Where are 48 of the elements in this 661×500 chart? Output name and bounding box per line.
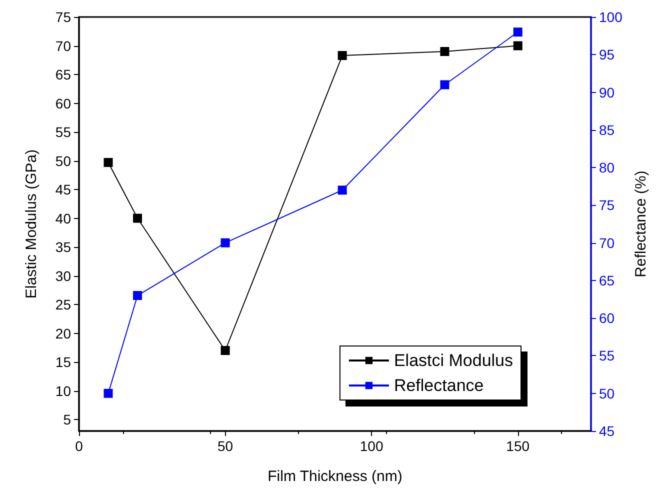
y2-tick-label: 90 [599, 84, 615, 100]
y2-tick-label: 60 [599, 310, 615, 326]
point [338, 186, 347, 195]
y-tick-label: 40 [55, 210, 72, 226]
y-tick-label: 60 [55, 95, 72, 112]
y2-tick-label: 100 [599, 9, 623, 25]
y-tick-label: 45 [55, 182, 72, 198]
point [104, 158, 113, 167]
y-tick-label: 15 [55, 354, 72, 370]
y-tick-label: 25 [55, 296, 72, 312]
y-axis-title: Elastic Modulus (GPa) [23, 149, 40, 299]
point [133, 214, 142, 223]
y2-tick-label: 70 [599, 234, 615, 251]
x-tick-label: 0 [75, 438, 84, 454]
point [513, 28, 522, 37]
point [220, 238, 230, 248]
y-tick-label: 65 [55, 66, 72, 82]
point [133, 291, 142, 300]
y-tick-label: 10 [55, 382, 72, 399]
y2-tick-label: 85 [599, 122, 615, 138]
legend-label: Reflectance [394, 376, 484, 395]
x-tick-label: 100 [360, 438, 384, 454]
y2-tick-label: 80 [599, 160, 615, 176]
y-tick-label: 50 [55, 152, 72, 169]
y-tick-label: 5 [63, 412, 72, 428]
legend-label: Elastci Modulus [394, 351, 514, 370]
point [220, 346, 230, 355]
x-axis-title: Film Thickness (nm) [268, 468, 402, 485]
y2-tick-label: 95 [599, 46, 615, 63]
y2-tick-label: 65 [599, 272, 615, 288]
y-tick-label: 70 [55, 38, 72, 54]
x-tick-label: 50 [217, 438, 234, 454]
y-tick-label: 20 [55, 325, 72, 342]
x-tick-label: 150 [506, 438, 530, 454]
point [513, 41, 522, 50]
point [338, 51, 347, 60]
point [104, 388, 113, 398]
y2-tick-label: 75 [599, 197, 615, 214]
point [440, 80, 450, 90]
y2-tick-label: 50 [599, 385, 615, 402]
y2-tick-label: 45 [599, 423, 615, 439]
y-tick-label: 75 [55, 9, 72, 25]
y-tick-label: 35 [55, 239, 72, 255]
y-tick-label: 55 [55, 124, 72, 140]
y2-tick-label: 55 [599, 348, 615, 364]
point [440, 47, 450, 56]
y2-axis-title: Reflectance (%) [632, 170, 650, 278]
y-tick-label: 30 [55, 268, 72, 284]
